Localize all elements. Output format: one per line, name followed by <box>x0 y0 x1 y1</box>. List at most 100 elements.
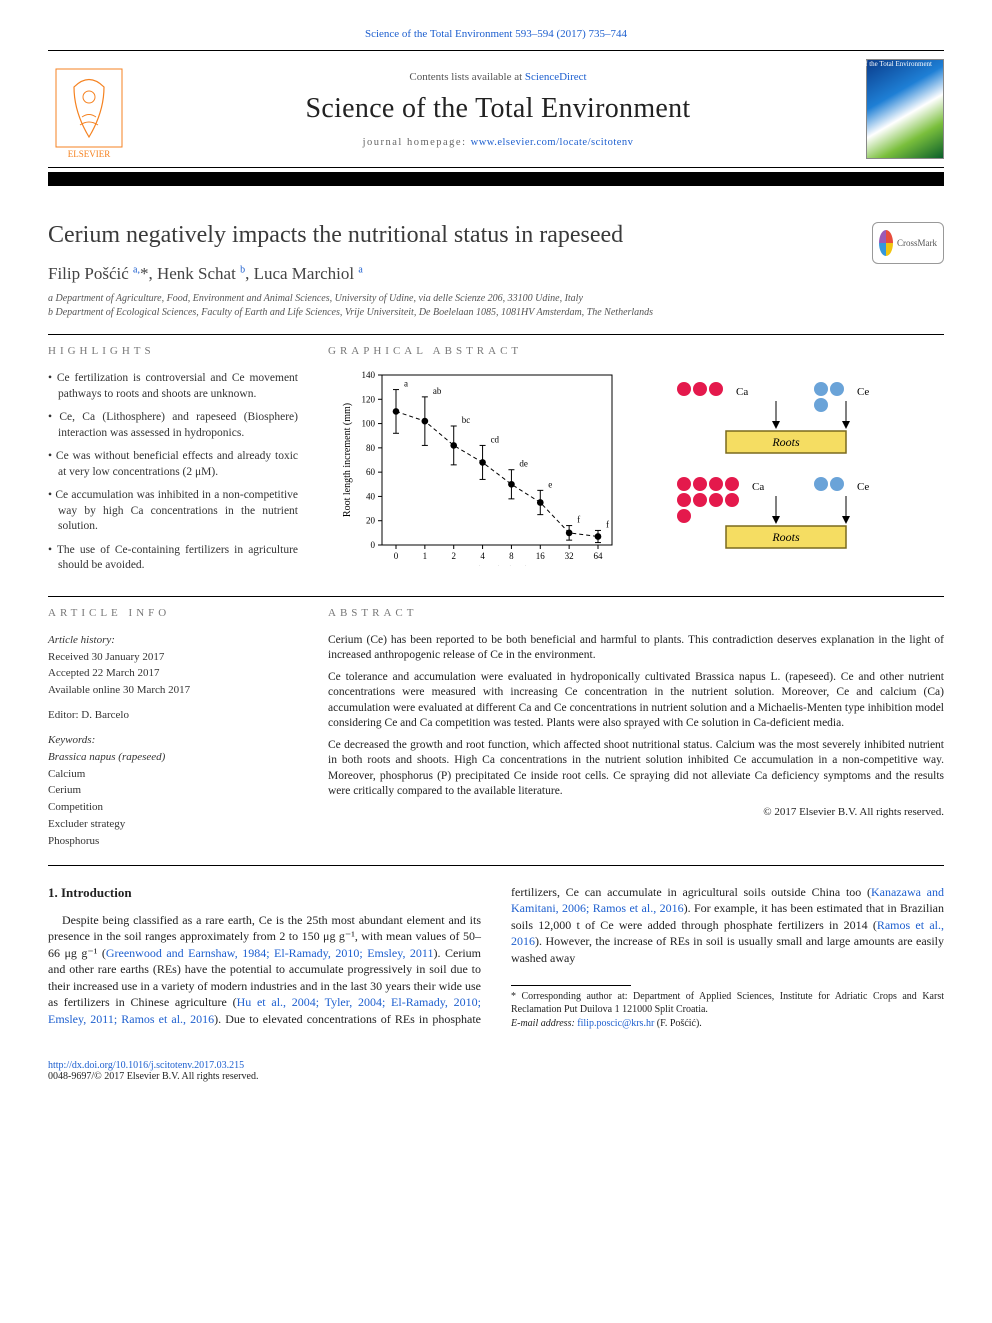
highlight-item: Ce accumulation was inhibited in a non-c… <box>48 488 298 535</box>
svg-text:Ce(NO₃)₃ (μM): Ce(NO₃)₃ (μM) <box>466 565 529 566</box>
svg-text:0: 0 <box>371 540 376 550</box>
intro-text: ). However, the increase of REs in soil … <box>511 934 944 965</box>
svg-text:8: 8 <box>509 551 514 561</box>
svg-text:ab: ab <box>433 386 442 396</box>
abstract-para: Ce tolerance and accumulation were evalu… <box>328 670 944 732</box>
highlight-item: Ce fertilization is controversial and Ce… <box>48 371 298 402</box>
keyword: Phosphorus <box>48 834 298 849</box>
svg-text:100: 100 <box>362 419 376 429</box>
doi-link[interactable]: http://dx.doi.org/10.1016/j.scitotenv.20… <box>48 1060 244 1071</box>
svg-text:f: f <box>577 515 580 525</box>
separator <box>48 865 944 866</box>
editor-line: Editor: D. Barcelo <box>48 708 298 723</box>
email-link[interactable]: filip.poscic@krs.hr <box>577 1018 654 1029</box>
email-suffix: (F. Pošćić). <box>654 1018 702 1029</box>
crossmark-badge[interactable]: CrossMark <box>872 222 944 264</box>
highlight-item: Ce, Ca (Lithosphere) and rapeseed (Biosp… <box>48 410 298 441</box>
copyright-line: © 2017 Elsevier B.V. All rights reserved… <box>328 806 944 818</box>
svg-text:Roots: Roots <box>771 530 800 544</box>
keyword: Competition <box>48 800 298 815</box>
article-info-heading: ARTICLE INFO <box>48 607 298 619</box>
highlights-heading: HIGHLIGHTS <box>48 345 298 357</box>
homepage-prefix: journal homepage: <box>363 137 471 148</box>
svg-text:32: 32 <box>565 551 574 561</box>
highlights-ga-row: HIGHLIGHTS Ce fertilization is controver… <box>48 345 944 582</box>
svg-text:Roots: Roots <box>771 435 800 449</box>
svg-text:80: 80 <box>366 443 376 453</box>
crossmark-icon <box>879 230 893 256</box>
highlight-item: The use of Ce-containing fertilizers in … <box>48 543 298 574</box>
contents-line: Contents lists available at ScienceDirec… <box>130 71 866 83</box>
keyword: Cerium <box>48 783 298 798</box>
accepted-date: Accepted 22 March 2017 <box>48 666 298 681</box>
separator <box>48 596 944 597</box>
affiliation-b: b Department of Ecological Sciences, Fac… <box>48 306 944 320</box>
svg-text:de: de <box>519 459 528 469</box>
footer-block: http://dx.doi.org/10.1016/j.scitotenv.20… <box>48 1060 944 1082</box>
svg-text:cd: cd <box>491 434 500 444</box>
cover-label: Science of the Total Environment <box>838 61 932 69</box>
info-abstract-row: ARTICLE INFO Article history: Received 3… <box>48 607 944 851</box>
svg-text:1: 1 <box>423 551 428 561</box>
svg-text:Ce: Ce <box>857 481 869 493</box>
journal-cover-thumbnail <box>866 59 944 159</box>
svg-text:f: f <box>606 519 609 529</box>
separator <box>48 334 944 335</box>
journal-name: Science of the Total Environment <box>130 93 866 125</box>
contents-prefix: Contents lists available at <box>409 71 524 83</box>
highlights-list: Ce fertilization is controversial and Ce… <box>48 371 298 574</box>
svg-text:120: 120 <box>362 394 376 404</box>
online-date: Available online 30 March 2017 <box>48 683 298 698</box>
svg-text:bc: bc <box>462 415 471 425</box>
svg-text:4: 4 <box>480 551 485 561</box>
abstract-para: Cerium (Ce) has been reported to be both… <box>328 633 944 664</box>
corresponding-author-footnote: * Corresponding author at: Department of… <box>511 990 944 1031</box>
authors-line: Filip Pošćić a,*, Henk Schat b, Luca Mar… <box>48 264 944 284</box>
header-black-bar <box>48 172 944 186</box>
keywords-label: Keywords: <box>48 733 298 748</box>
corr-author-text: * Corresponding author at: Department of… <box>511 990 944 1017</box>
svg-text:140: 140 <box>362 371 376 380</box>
history-label: Article history: <box>48 633 298 648</box>
issn-copyright: 0048-9697/© 2017 Elsevier B.V. All right… <box>48 1071 944 1082</box>
svg-text:40: 40 <box>366 491 376 501</box>
footnote-separator <box>511 985 631 986</box>
svg-text:e: e <box>548 479 552 489</box>
journal-reference[interactable]: Science of the Total Environment 593–594… <box>48 28 944 40</box>
article-info: Article history: Received 30 January 201… <box>48 633 298 849</box>
journal-header: ELSEVIER Contents lists available at Sci… <box>48 50 944 168</box>
svg-text:Ca: Ca <box>752 481 764 493</box>
elsevier-logo: ELSEVIER <box>48 59 130 159</box>
received-date: Received 30 January 2017 <box>48 650 298 665</box>
svg-text:Ca: Ca <box>736 386 748 398</box>
svg-text:64: 64 <box>594 551 604 561</box>
abstract-body: Cerium (Ce) has been reported to be both… <box>328 633 944 800</box>
keyword: Brassica napus (rapeseed) <box>48 750 298 765</box>
crossmark-label: CrossMark <box>897 238 937 248</box>
graphical-abstract: 0 20 40 60 80 100 120 140 0 1 2 4 8 16 32 64 Ce(NO₃)₃ (μ… <box>328 371 944 566</box>
svg-text:16: 16 <box>536 551 546 561</box>
homepage-line: journal homepage: www.elsevier.com/locat… <box>130 137 866 148</box>
homepage-link[interactable]: www.elsevier.com/locate/scitotenv <box>471 137 634 148</box>
svg-text:60: 60 <box>366 467 376 477</box>
sciencedirect-link[interactable]: ScienceDirect <box>525 71 587 83</box>
svg-text:a: a <box>404 379 408 389</box>
citation-link[interactable]: Greenwood and Earnshaw, 1984; El-Ramady,… <box>106 946 434 960</box>
svg-text:Ce: Ce <box>857 386 869 398</box>
ga-heading: GRAPHICAL ABSTRACT <box>328 345 944 357</box>
keyword: Excluder strategy <box>48 817 298 832</box>
keyword: Calcium <box>48 767 298 782</box>
abstract-para: Ce decreased the growth and root functio… <box>328 738 944 800</box>
article-title: Cerium negatively impacts the nutritiona… <box>48 222 872 249</box>
introduction-section: 1. Introduction Despite being classified… <box>48 884 944 1030</box>
svg-text:Root length increment (mm): Root length increment (mm) <box>342 403 353 517</box>
svg-text:20: 20 <box>366 516 376 526</box>
intro-heading: 1. Introduction <box>48 884 481 902</box>
abstract-heading: ABSTRACT <box>328 607 944 619</box>
email-label: E-mail address: <box>511 1018 577 1029</box>
elsevier-name: ELSEVIER <box>68 149 111 159</box>
highlight-item: Ce was without beneficial effects and al… <box>48 449 298 480</box>
svg-text:0: 0 <box>394 551 399 561</box>
affiliation-a: a Department of Agriculture, Food, Envir… <box>48 292 944 306</box>
svg-text:2: 2 <box>451 551 456 561</box>
